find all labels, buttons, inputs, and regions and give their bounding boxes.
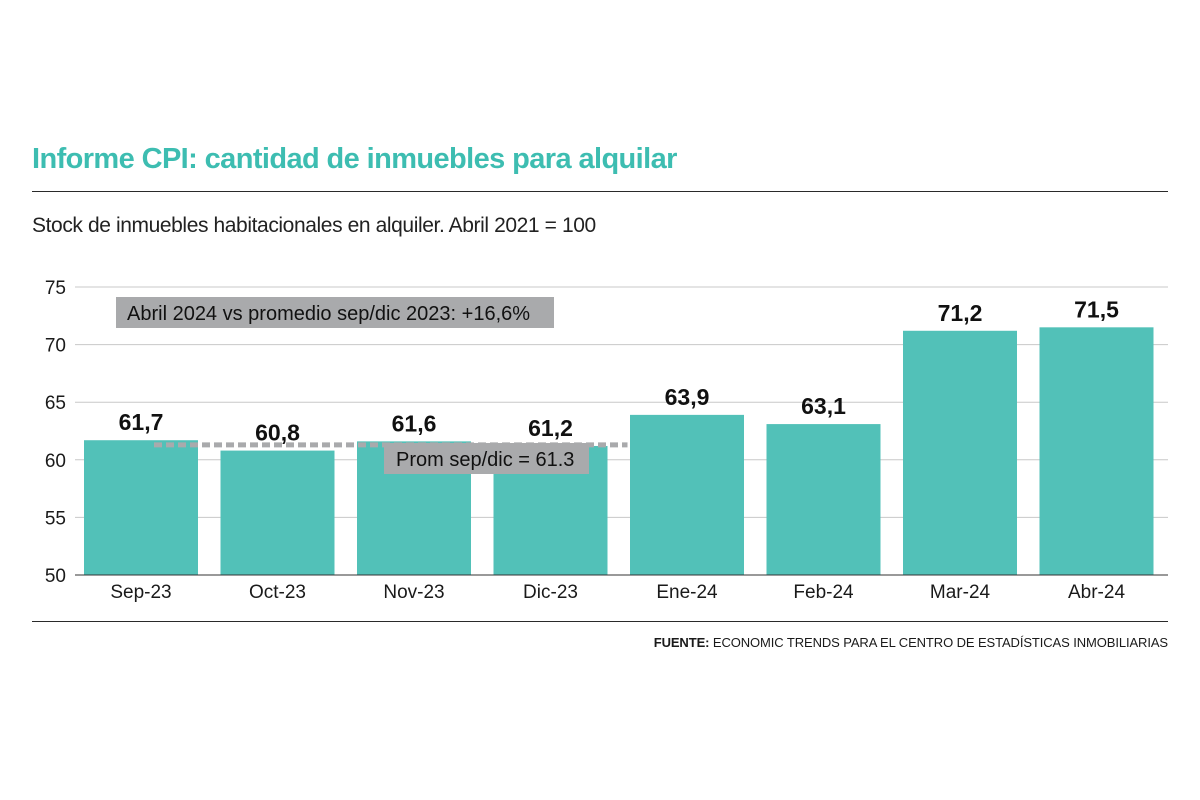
comparison-annotation-box [116, 297, 554, 328]
data-label: 61,6 [392, 410, 437, 436]
data-label: 60,8 [255, 420, 300, 446]
y-tick-label: 70 [45, 336, 66, 357]
comparison-annotation-text: Abril 2024 vs promedio sep/dic 2023: +16… [127, 303, 530, 325]
y-tick-label: 75 [45, 278, 66, 299]
y-tick-label: 60 [45, 451, 66, 472]
average-annotation-text: Prom sep/dic = 61.3 [396, 449, 574, 471]
average-annotation-box [384, 443, 589, 474]
chart-title: Informe CPI: cantidad de inmuebles para … [32, 143, 677, 175]
chart-subtitle: Stock de inmuebles habitacionales en alq… [32, 214, 596, 237]
bar [84, 440, 198, 575]
source-note: FUENTE: ECONOMIC TRENDS PARA EL CENTRO D… [654, 635, 1168, 650]
x-tick-label: Abr-24 [1068, 582, 1125, 603]
y-tick-label: 50 [45, 566, 66, 587]
x-tick-label: Mar-24 [930, 582, 991, 603]
bar [766, 424, 881, 575]
x-tick-label: Oct-23 [249, 582, 306, 603]
bar [1039, 327, 1154, 575]
source-label: FUENTE: [653, 635, 710, 650]
bar [630, 414, 744, 575]
x-tick-label: Sep-23 [110, 582, 171, 603]
bar [220, 450, 335, 575]
data-label: 71,5 [1074, 296, 1119, 322]
x-tick-label: Nov-23 [383, 582, 444, 603]
source-divider [32, 621, 1168, 622]
data-label: 63,1 [801, 393, 846, 419]
data-label: 71,2 [938, 300, 983, 326]
title-divider [32, 191, 1168, 192]
bar [903, 330, 1017, 575]
y-tick-label: 55 [45, 508, 66, 529]
data-label: 61,2 [528, 415, 573, 441]
data-label: 61,7 [119, 409, 164, 435]
y-tick-label: 65 [45, 393, 66, 414]
source-text: ECONOMIC TRENDS PARA EL CENTRO DE ESTADÍ… [712, 635, 1168, 650]
data-label: 63,9 [665, 384, 710, 410]
x-tick-label: Dic-23 [523, 582, 578, 603]
x-tick-label: Ene-24 [656, 582, 718, 603]
x-tick-label: Feb-24 [793, 582, 854, 603]
